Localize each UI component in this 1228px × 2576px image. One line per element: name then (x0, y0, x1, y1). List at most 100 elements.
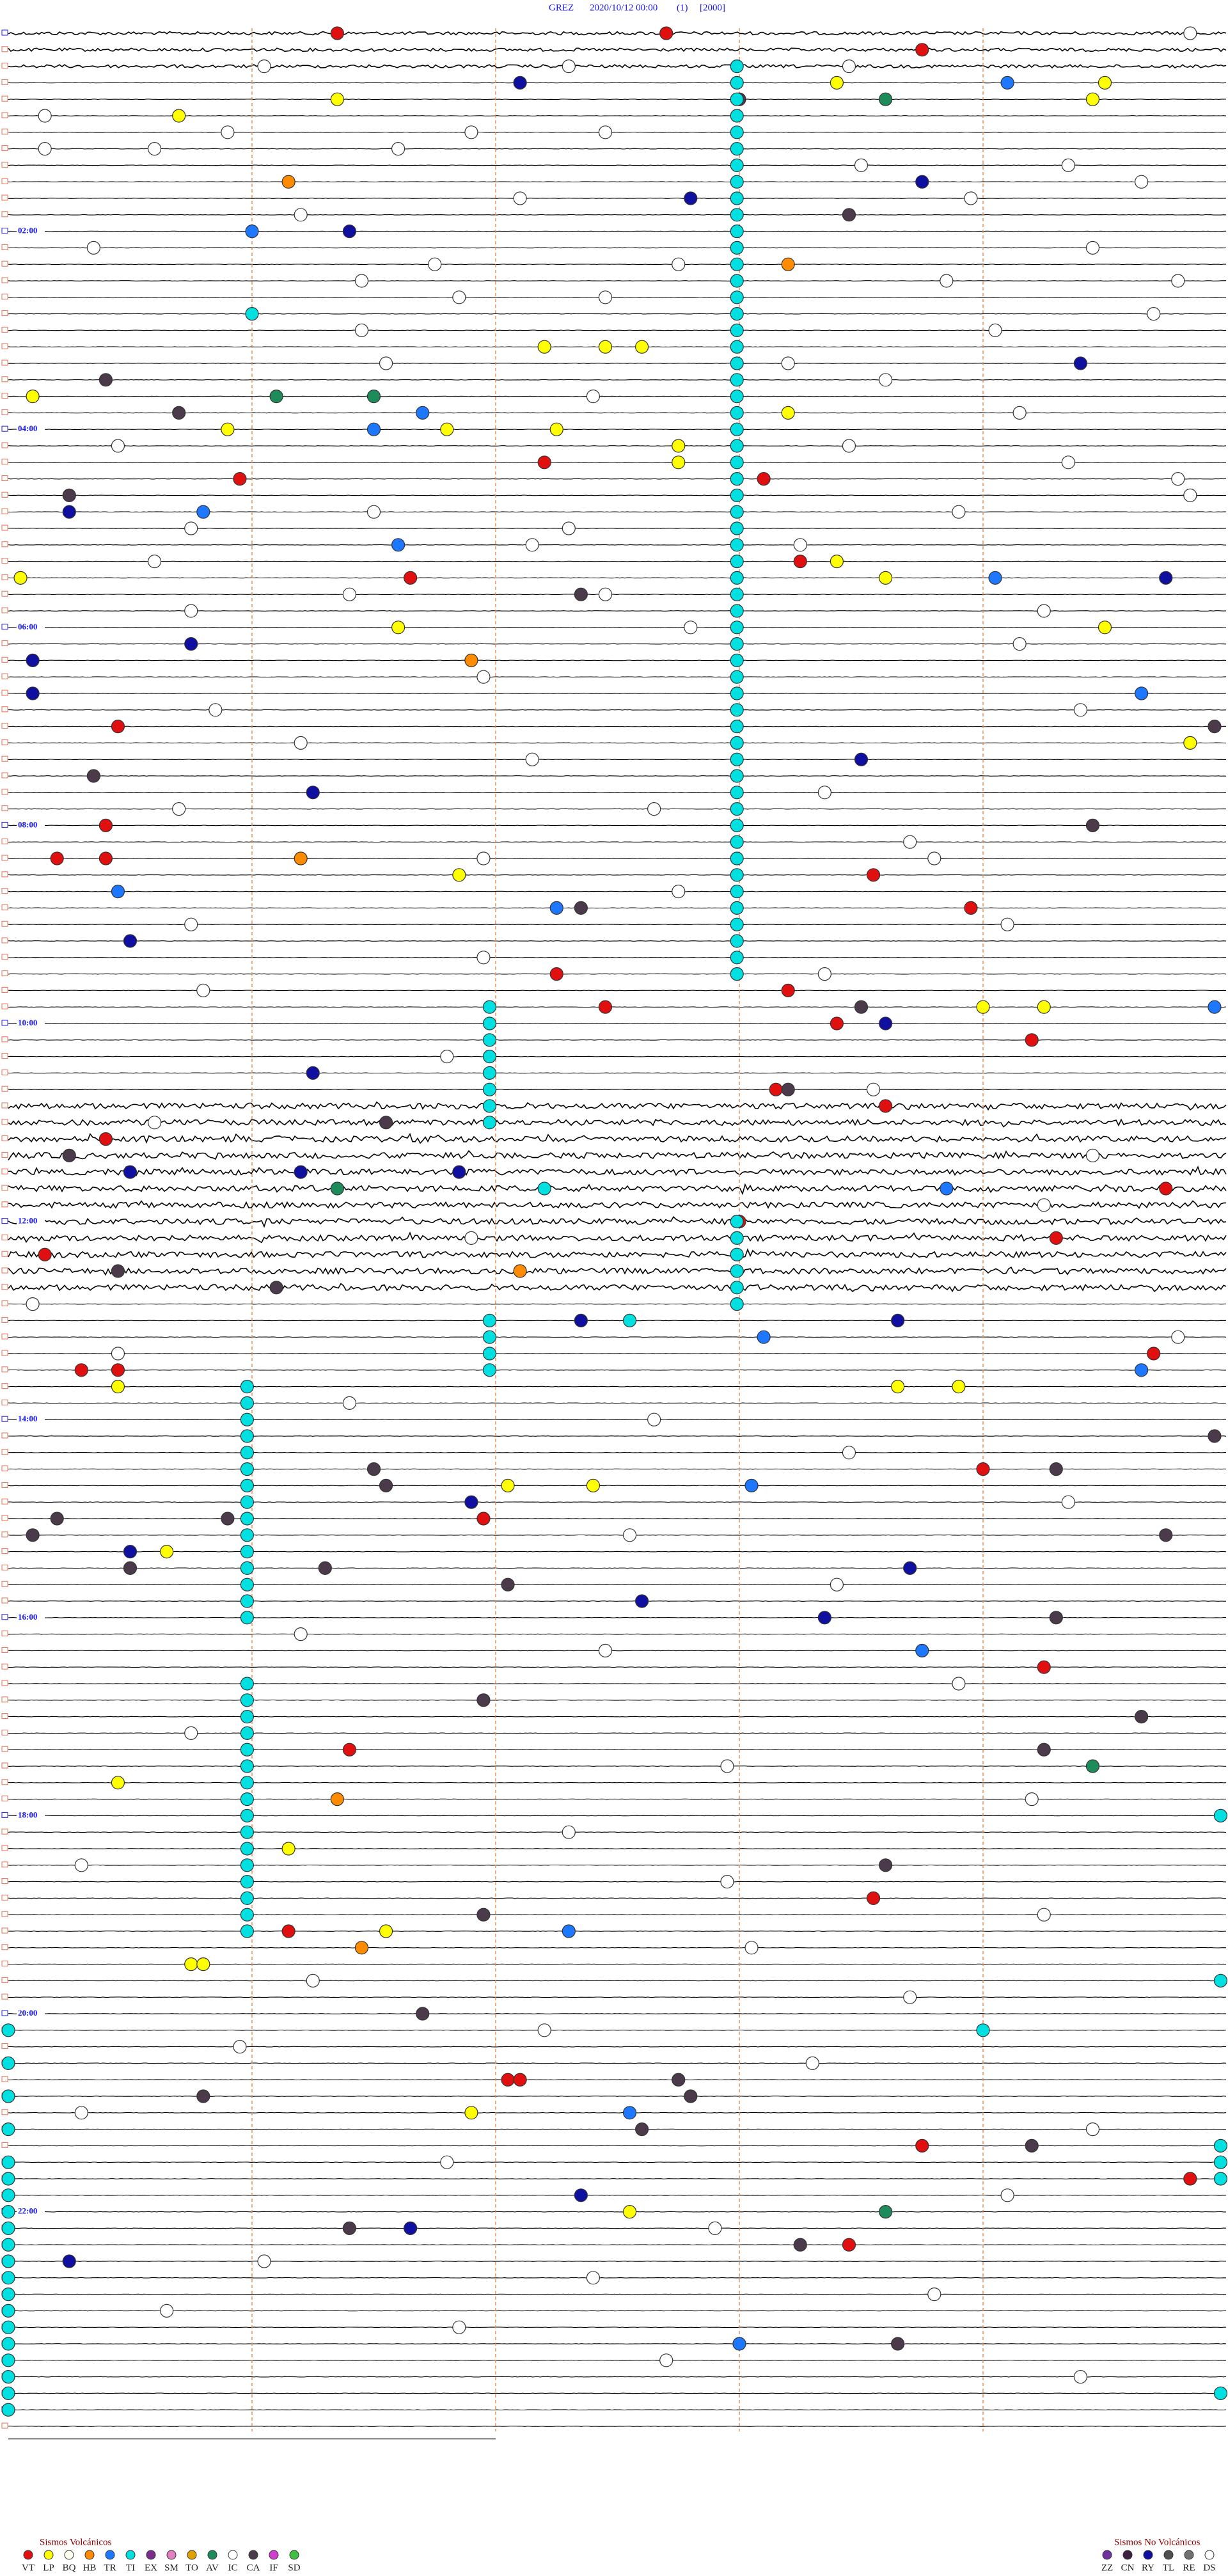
event (366, 505, 381, 519)
event (1085, 1148, 1100, 1163)
trace (8, 1419, 1227, 1421)
row-marker (1, 574, 8, 580)
event (730, 290, 744, 304)
event (501, 1577, 515, 1592)
row-marker (1, 1432, 8, 1439)
event (672, 455, 686, 470)
row-marker (1, 1614, 8, 1620)
trace (8, 1386, 1226, 1387)
event (891, 1380, 905, 1394)
trace (8, 1666, 1227, 1668)
trace (8, 363, 1227, 364)
event (1171, 471, 1185, 486)
event (440, 1049, 454, 1064)
legend-swatch (248, 2550, 258, 2560)
event (730, 901, 744, 915)
event (1073, 703, 1088, 717)
event (672, 2073, 686, 2087)
event (391, 538, 405, 552)
event (240, 1380, 254, 1394)
row-marker (1, 558, 8, 564)
row-marker (1, 855, 8, 861)
event (38, 109, 52, 123)
event (1, 2172, 15, 2186)
event (342, 1742, 357, 1757)
event (730, 59, 744, 74)
row-marker (1, 112, 8, 118)
event (416, 2007, 430, 2021)
trace (8, 1584, 1227, 1586)
event (1, 2353, 15, 2367)
trace (8, 313, 1227, 315)
event (330, 26, 344, 40)
event (817, 1611, 831, 1625)
event (1098, 75, 1112, 90)
event (184, 604, 198, 618)
event (732, 2337, 746, 2351)
event (598, 1000, 613, 1014)
legend-swatch (1163, 2550, 1174, 2560)
event (730, 686, 744, 700)
event (598, 340, 613, 354)
event (730, 1297, 744, 1311)
event (1037, 1742, 1051, 1757)
event (730, 125, 744, 139)
event (730, 92, 744, 106)
row-marker (1, 821, 8, 828)
row-marker (1, 624, 8, 630)
legend-code: SM (164, 2563, 178, 2573)
event (1037, 604, 1051, 618)
event (1085, 1759, 1100, 1773)
trace (8, 1132, 1227, 1144)
event (464, 1495, 478, 1509)
event (26, 1297, 40, 1311)
trace (8, 2128, 1227, 2130)
hour-bg (17, 1414, 45, 1424)
trace (8, 1216, 1227, 1228)
event (1135, 1710, 1149, 1724)
event (240, 1545, 254, 1559)
row-marker (1, 1267, 8, 1274)
event (562, 1924, 576, 1938)
trace (8, 2293, 1227, 2295)
event (730, 1231, 744, 1245)
event (1, 2337, 15, 2351)
hour-label: 02:00 (18, 226, 37, 235)
trace (8, 544, 1227, 546)
event (878, 1099, 893, 1113)
trace (8, 1485, 1226, 1487)
row-marker (1, 1350, 8, 1356)
hour-label: 20:00 (18, 2008, 37, 2018)
trace (8, 2359, 1227, 2361)
trace (8, 2277, 1227, 2279)
row-marker (1, 723, 8, 729)
event (684, 191, 698, 205)
event (730, 439, 744, 453)
row-marker (1, 789, 8, 795)
event (240, 1858, 254, 1872)
trace (8, 131, 1226, 133)
event (196, 1957, 210, 1972)
event (98, 851, 113, 865)
event (842, 59, 856, 74)
event (50, 1512, 64, 1526)
trace (8, 890, 1227, 892)
event (1, 2370, 15, 2384)
event (342, 587, 357, 601)
event (1025, 2138, 1039, 2153)
event (730, 719, 744, 734)
event (330, 92, 344, 106)
event (160, 1545, 174, 1559)
event (730, 1281, 744, 1295)
trace (8, 693, 1227, 694)
event (744, 1941, 759, 1955)
trace (8, 2046, 1227, 2048)
event (817, 967, 831, 981)
row-marker (1, 1449, 8, 1455)
event (452, 2320, 466, 2334)
event (730, 488, 744, 503)
event (391, 142, 405, 156)
row-marker (1, 1564, 8, 1570)
row-marker (1, 459, 8, 465)
event (1037, 1660, 1051, 1674)
